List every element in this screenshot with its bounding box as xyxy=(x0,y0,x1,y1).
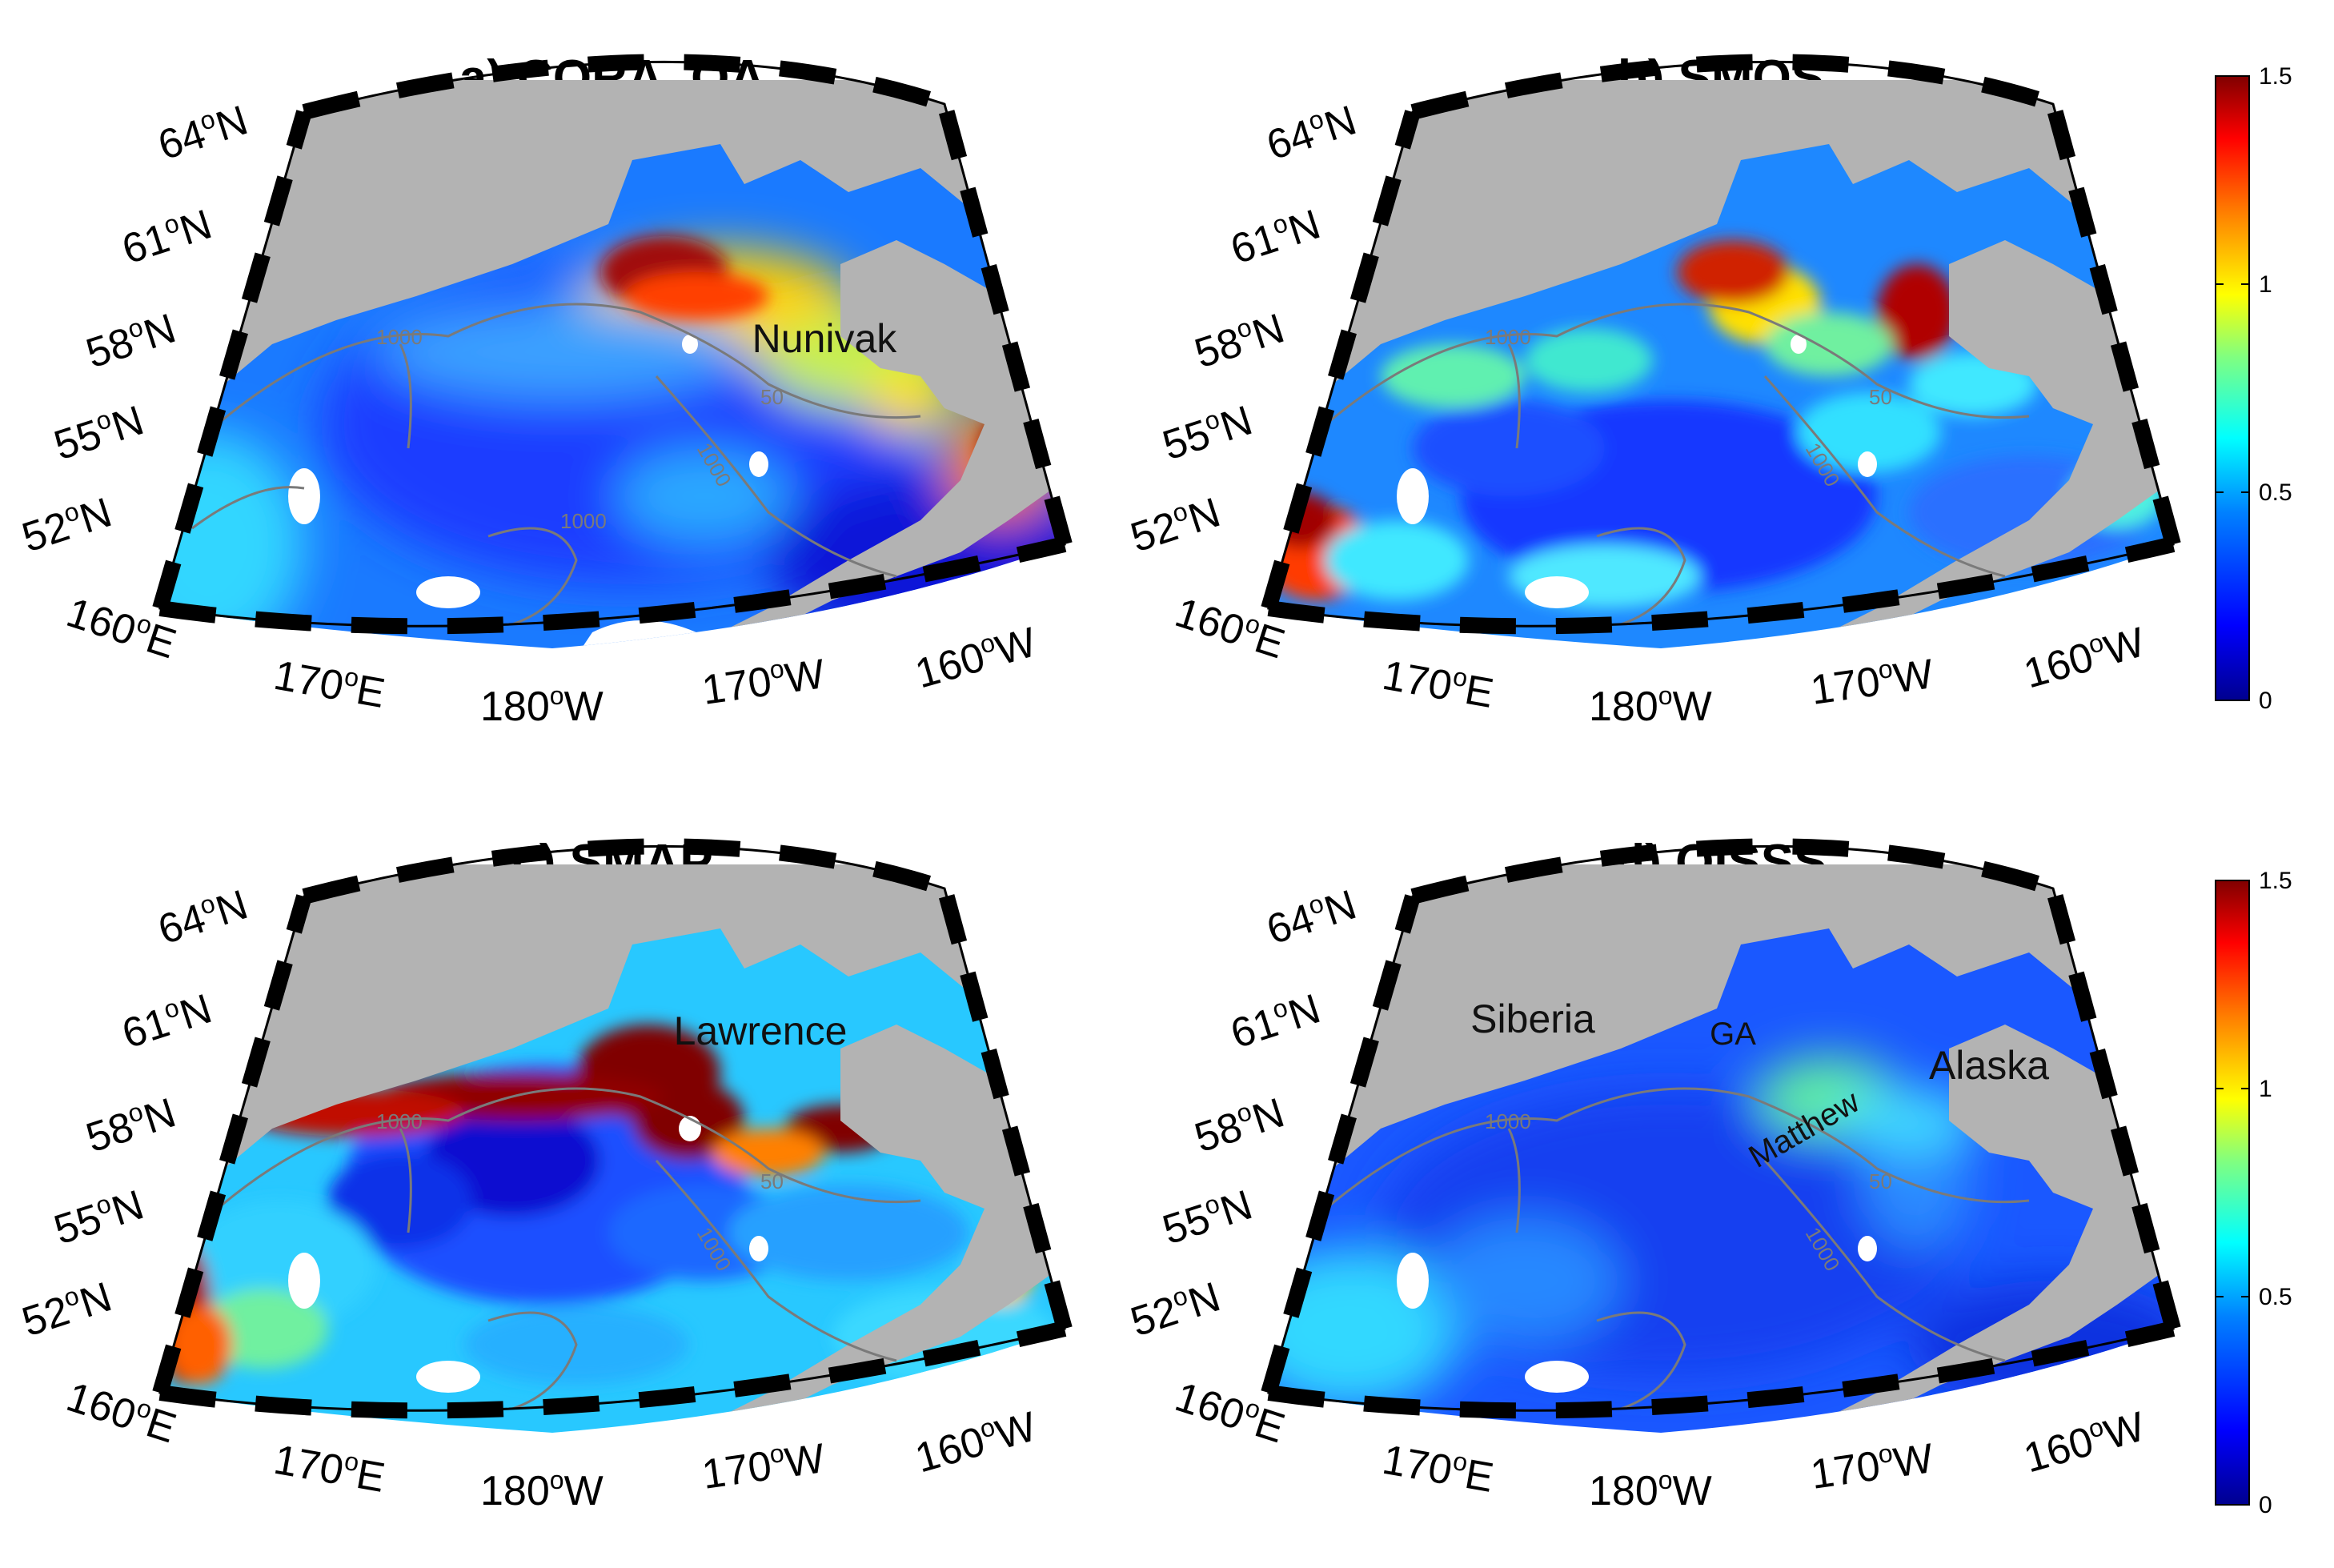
svg-text:55oN: 55oN xyxy=(48,395,150,469)
panel-a-map: a) CORA_OA xyxy=(16,50,1073,730)
svg-text:50: 50 xyxy=(1869,1169,1892,1193)
svg-text:55oN: 55oN xyxy=(48,1179,150,1253)
colorbar-bottom-tick-max: 1.5 xyxy=(2259,868,2292,894)
land-siberia xyxy=(1269,864,2173,1345)
panel-c-field: 1000 1000 50 xyxy=(160,864,1065,1434)
land-siberia xyxy=(1269,80,2173,560)
svg-text:1000: 1000 xyxy=(376,325,423,349)
svg-text:52oN: 52oN xyxy=(16,1271,118,1345)
svg-text:170oW: 170oW xyxy=(1807,1433,1936,1498)
svg-text:160oW: 160oW xyxy=(2018,617,2150,698)
svg-text:58oN: 58oN xyxy=(1189,303,1290,377)
svg-text:55oN: 55oN xyxy=(1157,1179,1258,1253)
land-siberia xyxy=(160,80,1065,560)
colorbar-top-tick-min: 0 xyxy=(2259,688,2272,714)
colorbar-bottom: 1.5 1 0.5 0 xyxy=(2215,868,2292,1518)
svg-text:64oN: 64oN xyxy=(152,94,254,169)
panel-c-map: c) SMAP xyxy=(16,835,1073,1514)
svg-text:170oE: 170oE xyxy=(1379,1434,1498,1502)
svg-text:180oW: 180oW xyxy=(480,681,604,730)
panel-b-map: b) SMOS xyxy=(1125,50,2181,730)
svg-text:170oW: 170oW xyxy=(699,1433,828,1498)
panel-b-lon-labels: 160oE 170oE 180oW 170oW 160oW xyxy=(1169,589,2150,730)
svg-text:160oW: 160oW xyxy=(2018,1402,2150,1482)
svg-text:50: 50 xyxy=(1869,385,1892,409)
panel-a-place-nunivak: Nunivak xyxy=(752,316,898,361)
svg-text:61oN: 61oN xyxy=(1225,983,1326,1057)
panel-a-lat-labels: 64oN 61oN 58oN 55oN 52oN xyxy=(16,94,254,561)
svg-text:170oE: 170oE xyxy=(1379,650,1498,717)
svg-text:55oN: 55oN xyxy=(1157,395,1258,469)
svg-text:1000: 1000 xyxy=(376,1109,423,1133)
panel-c-frame xyxy=(152,838,1073,1419)
colorbar-top: 1.5 1 0.5 0 xyxy=(2215,63,2292,714)
svg-text:50: 50 xyxy=(760,1169,784,1193)
svg-text:50: 50 xyxy=(760,385,784,409)
svg-text:160oW: 160oW xyxy=(909,617,1041,698)
svg-text:1000: 1000 xyxy=(1485,325,1531,349)
svg-text:180oW: 180oW xyxy=(1589,1466,1712,1514)
panel-d-lat-labels: 64oN 61oN 58oN 55oN 52oN xyxy=(1125,879,1362,1345)
colorbar-top-tick: 0.5 xyxy=(2259,479,2292,506)
svg-text:64oN: 64oN xyxy=(1261,879,1362,953)
colorbar-bottom-tick: 0.5 xyxy=(2259,1284,2292,1310)
svg-text:61oN: 61oN xyxy=(116,199,218,273)
land-siberia xyxy=(160,864,1065,1345)
panel-d-place-siberia: Siberia xyxy=(1470,997,1595,1041)
svg-text:61oN: 61oN xyxy=(116,983,218,1057)
panel-a-field: 1000 1000 50 1000 xyxy=(160,80,1065,649)
svg-text:61oN: 61oN xyxy=(1225,199,1326,273)
colorbar-top-tick-max: 1.5 xyxy=(2259,63,2292,90)
panel-c-place-lawrence: Lawrence xyxy=(674,1009,848,1053)
panel-b-field: 1000 1000 50 xyxy=(1269,80,2173,649)
svg-text:180oW: 180oW xyxy=(480,1466,604,1514)
svg-text:180oW: 180oW xyxy=(1589,681,1712,730)
svg-text:1000: 1000 xyxy=(560,509,607,533)
panel-a-frame xyxy=(152,54,1073,635)
panel-d-place-ga: GA xyxy=(1710,1017,1756,1052)
svg-text:1000: 1000 xyxy=(1485,1109,1531,1133)
svg-text:52oN: 52oN xyxy=(1125,487,1226,561)
svg-text:64oN: 64oN xyxy=(152,879,254,953)
panel-d-map: d) OISSS 1000 1000 50 xyxy=(1125,835,2181,1514)
svg-text:52oN: 52oN xyxy=(16,487,118,561)
svg-text:64oN: 64oN xyxy=(1261,94,1362,169)
svg-text:170oW: 170oW xyxy=(1807,648,1936,714)
svg-text:170oE: 170oE xyxy=(271,1434,389,1502)
svg-text:58oN: 58oN xyxy=(80,1087,182,1161)
svg-text:52oN: 52oN xyxy=(1125,1271,1226,1345)
panel-d-field: 1000 1000 50 xyxy=(1269,864,2173,1434)
svg-text:58oN: 58oN xyxy=(80,303,182,377)
panel-b-frame xyxy=(1261,54,2181,635)
svg-text:170oE: 170oE xyxy=(271,650,389,717)
svg-text:58oN: 58oN xyxy=(1189,1087,1290,1161)
panel-d-frame xyxy=(1261,838,2181,1419)
colorbar-bottom-tick: 1 xyxy=(2259,1076,2272,1102)
colorbar-top-tick: 1 xyxy=(2259,271,2272,298)
colorbar-bottom-tick-min: 0 xyxy=(2259,1492,2272,1518)
panel-d-place-alaska: Alaska xyxy=(1929,1043,2049,1088)
svg-text:160oW: 160oW xyxy=(909,1402,1041,1482)
svg-text:170oW: 170oW xyxy=(699,648,828,714)
